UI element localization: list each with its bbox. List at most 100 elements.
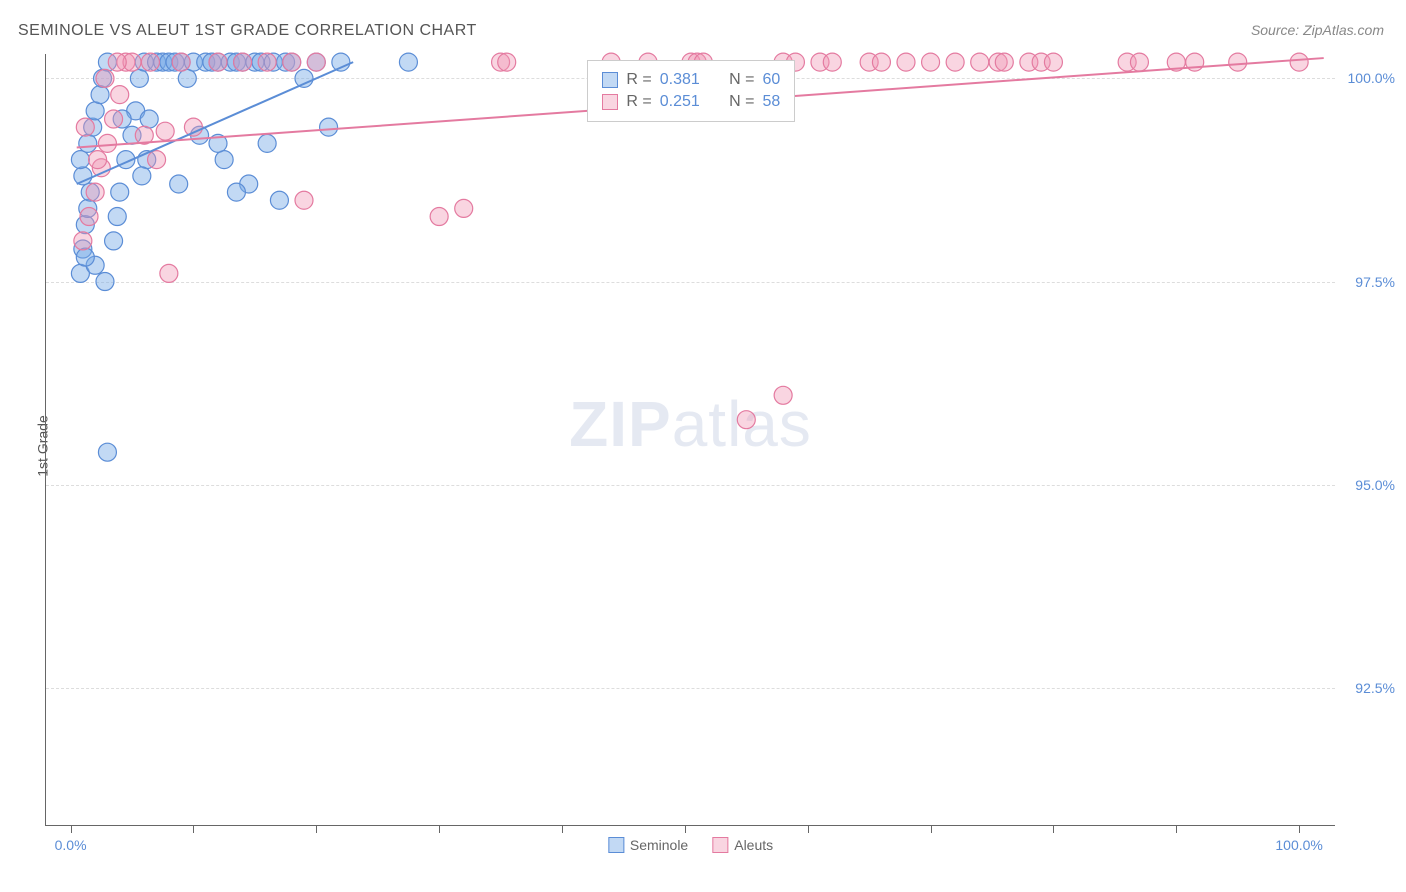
data-point (76, 248, 94, 266)
data-point (227, 183, 245, 201)
data-point (498, 53, 516, 71)
data-point (178, 69, 196, 87)
data-point (76, 118, 94, 136)
y-tick-label: 100.0% (1348, 70, 1395, 86)
stats-n-value: 58 (762, 93, 780, 111)
chart-title: SEMINOLE VS ALEUT 1ST GRADE CORRELATION … (18, 22, 477, 40)
stats-row: R = 0.381 N = 60 (602, 69, 780, 91)
data-point (91, 86, 109, 104)
stats-n-value: 60 (762, 71, 780, 89)
data-point (307, 53, 325, 71)
x-tick (562, 825, 563, 833)
stats-n-label: N = (729, 93, 754, 111)
x-tick (439, 825, 440, 833)
x-tick (808, 825, 809, 833)
data-point (108, 53, 126, 71)
y-tick-label: 92.5% (1355, 680, 1395, 696)
x-tick (1299, 825, 1300, 833)
data-point (455, 199, 473, 217)
x-tick (193, 825, 194, 833)
data-point (74, 232, 92, 250)
data-point (96, 273, 114, 291)
data-point (86, 102, 104, 120)
data-point (258, 134, 276, 152)
data-point (80, 208, 98, 226)
data-point (897, 53, 915, 71)
x-tick (685, 825, 686, 833)
source-prefix: Source: (1251, 22, 1303, 38)
x-tick-label: 100.0% (1275, 837, 1322, 853)
data-point (160, 264, 178, 282)
source-name: ZipAtlas.com (1303, 22, 1384, 38)
data-point (172, 53, 190, 71)
data-point (1130, 53, 1148, 71)
data-point (971, 53, 989, 71)
data-point (98, 443, 116, 461)
data-point (1044, 53, 1062, 71)
data-point (774, 386, 792, 404)
stats-swatch (602, 72, 618, 88)
data-point (399, 53, 417, 71)
x-tick (931, 825, 932, 833)
data-point (111, 86, 129, 104)
data-point (111, 183, 129, 201)
data-point (295, 191, 313, 209)
data-point (170, 175, 188, 193)
data-point (209, 53, 227, 71)
legend-item: Aleuts (712, 837, 773, 853)
data-point (140, 110, 158, 128)
data-point (108, 208, 126, 226)
legend-label: Aleuts (734, 837, 773, 853)
data-point (258, 53, 276, 71)
stats-r-label: R = (626, 71, 651, 89)
data-point (98, 134, 116, 152)
x-tick (316, 825, 317, 833)
data-point (105, 232, 123, 250)
data-point (823, 53, 841, 71)
data-point (946, 53, 964, 71)
data-point (1229, 53, 1247, 71)
stats-r-value: 0.251 (660, 93, 700, 111)
data-point (148, 151, 166, 169)
data-point (141, 53, 159, 71)
data-point (283, 53, 301, 71)
data-point (922, 53, 940, 71)
legend-swatch (608, 837, 624, 853)
data-point (234, 53, 252, 71)
data-point (133, 167, 151, 185)
plot-area: ZIPatlas R = 0.381 N = 60R = 0.251 N = 5… (45, 54, 1335, 826)
stats-swatch (602, 94, 618, 110)
data-point (130, 69, 148, 87)
legend-swatch (712, 837, 728, 853)
data-point (995, 53, 1013, 71)
scatter-svg (46, 54, 1335, 825)
stats-n-label: N = (729, 71, 754, 89)
legend: Seminole Aleuts (608, 837, 773, 853)
data-point (89, 151, 107, 169)
source-attribution: Source: ZipAtlas.com (1251, 22, 1384, 38)
y-tick-label: 95.0% (1355, 477, 1395, 493)
stats-row: R = 0.251 N = 58 (602, 91, 780, 113)
data-point (105, 110, 123, 128)
legend-label: Seminole (630, 837, 688, 853)
data-point (1290, 53, 1308, 71)
stats-r-value: 0.381 (660, 71, 700, 89)
x-tick (71, 825, 72, 833)
data-point (156, 122, 174, 140)
data-point (96, 69, 114, 87)
data-point (320, 118, 338, 136)
data-point (430, 208, 448, 226)
legend-item: Seminole (608, 837, 688, 853)
stats-r-label: R = (626, 93, 651, 111)
y-tick-label: 97.5% (1355, 274, 1395, 290)
data-point (86, 183, 104, 201)
data-point (270, 191, 288, 209)
data-point (872, 53, 890, 71)
stats-box: R = 0.381 N = 60R = 0.251 N = 58 (587, 60, 795, 122)
x-tick-label: 0.0% (55, 837, 87, 853)
data-point (71, 151, 89, 169)
data-point (79, 134, 97, 152)
data-point (215, 151, 233, 169)
x-tick (1053, 825, 1054, 833)
x-tick (1176, 825, 1177, 833)
